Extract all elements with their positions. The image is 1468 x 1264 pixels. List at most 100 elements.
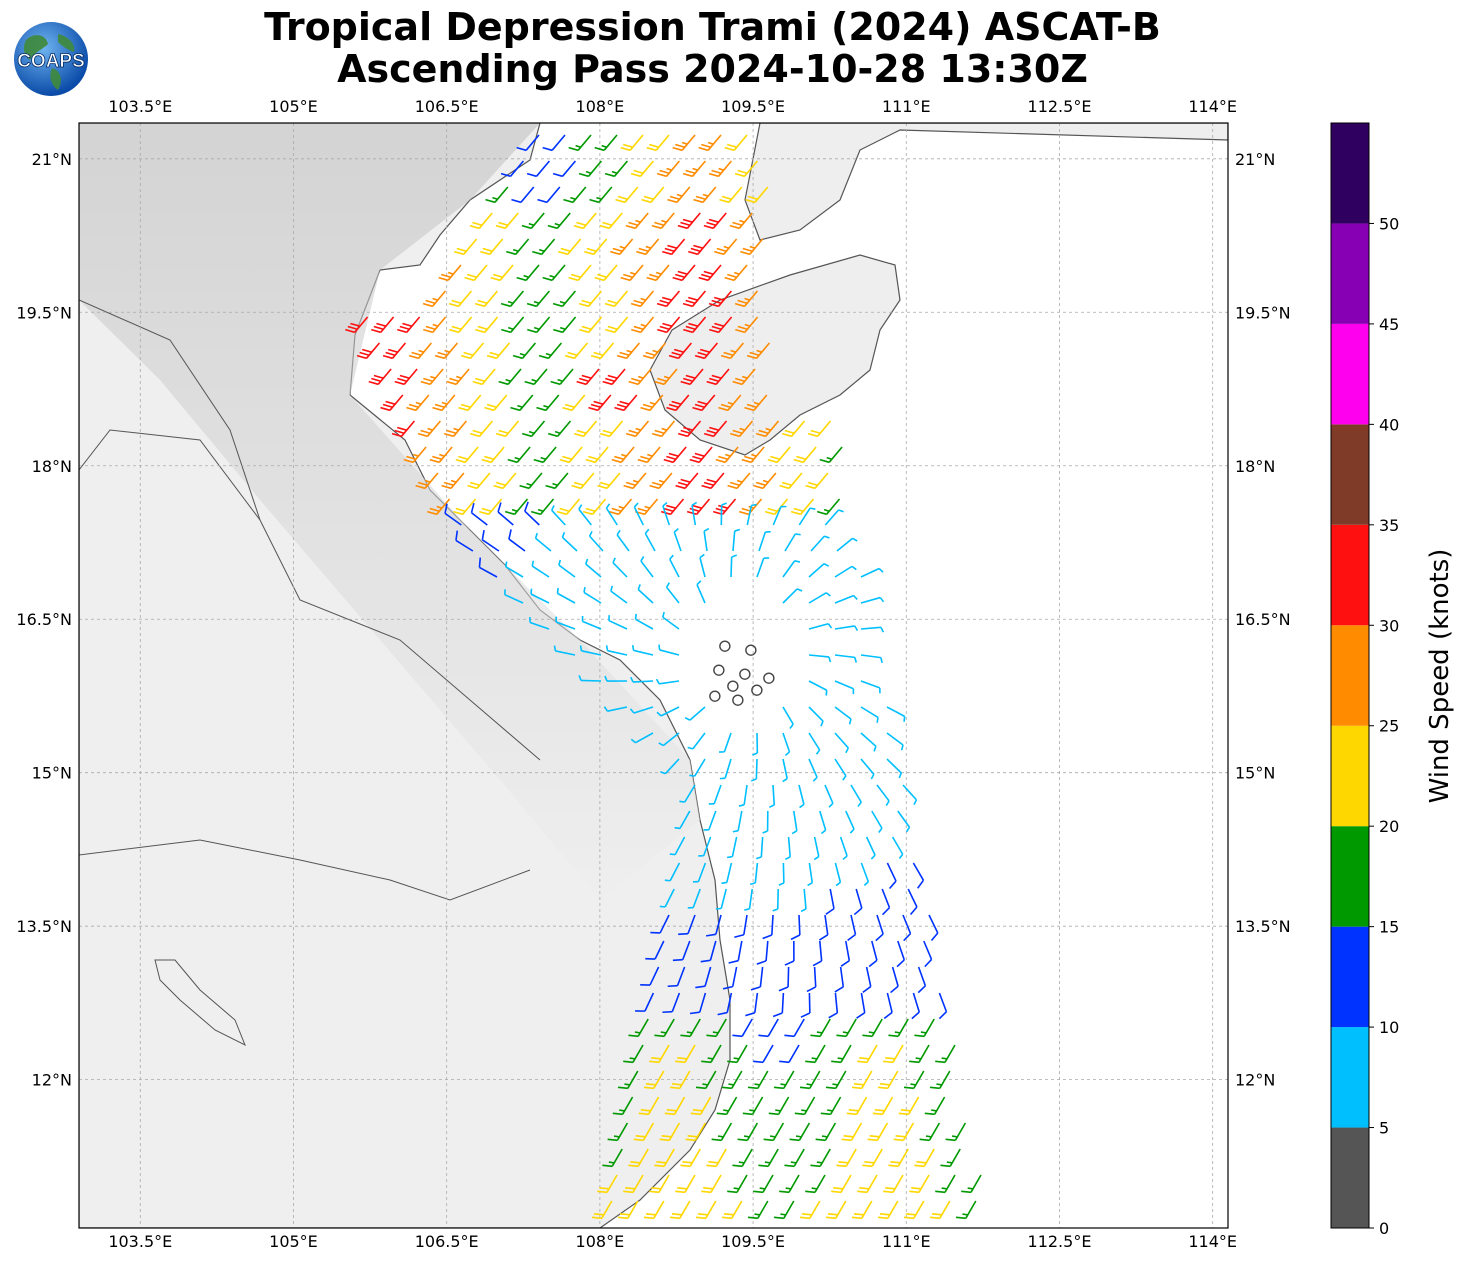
lon-tick-label-bottom: 109.5°E: [721, 1232, 785, 1251]
wind-barb: [578, 290, 603, 308]
wind-barb: [747, 1070, 769, 1090]
wind-barb: [623, 1174, 644, 1194]
wind-barb: [851, 1200, 873, 1220]
wind-barb: [703, 527, 710, 552]
wind-barb: [924, 1096, 946, 1116]
wind-barb: [415, 472, 439, 490]
wind-barb: [715, 888, 727, 910]
wind-barb: [961, 1174, 982, 1194]
wind-barb: [897, 810, 911, 833]
lon-tick-label-top: 103.5°E: [108, 97, 172, 116]
colorbar-tick-label: 10: [1379, 1018, 1399, 1037]
wind-barb: [524, 368, 548, 386]
wind-barb: [444, 503, 462, 526]
wind-barb: [727, 1174, 748, 1194]
wind-barb: [662, 992, 681, 1014]
wind-barb: [608, 498, 633, 516]
wind-barb: [741, 446, 765, 464]
lat-tick-label-right: 18°N: [1235, 457, 1275, 476]
wind-barb: [660, 758, 680, 775]
colorbar-bin: [1331, 926, 1369, 1028]
wind-barb: [860, 596, 885, 604]
wind-barb: [480, 238, 504, 256]
wind-barb: [656, 290, 681, 308]
wind-barb: [532, 238, 556, 256]
wind-barb: [542, 264, 566, 282]
wind-barb: [453, 498, 477, 516]
wind-barb: [740, 238, 764, 256]
lat-tick-label-right: 16.5°N: [1235, 610, 1291, 629]
wind-barb: [824, 509, 844, 526]
wind-barb: [782, 560, 801, 578]
wind-barb: [594, 264, 618, 282]
wind-barb: [467, 472, 491, 490]
wind-barb: [644, 528, 656, 552]
wind-barb: [669, 1200, 691, 1220]
wind-barb: [831, 1174, 852, 1194]
wind-barb: [667, 966, 686, 988]
wind-barb: [630, 676, 654, 683]
lon-tick-label-top: 106.5°E: [415, 97, 479, 116]
lat-tick-label-right: 21°N: [1235, 150, 1275, 169]
wind-barb: [929, 1200, 951, 1220]
wind-barb: [875, 914, 884, 942]
lat-tick-label-right: 19.5°N: [1235, 303, 1291, 322]
wind-barb: [753, 472, 777, 490]
wind-barb: [672, 264, 696, 282]
wind-barb: [573, 420, 598, 438]
wind-barb: [673, 527, 682, 552]
wind-barb: [585, 558, 602, 578]
wind-barb: [658, 644, 680, 656]
wind-barb: [690, 1096, 712, 1116]
wind-barb: [784, 533, 801, 552]
wind-barb: [589, 186, 613, 204]
wind-barb: [789, 1122, 811, 1142]
wind-barb: [751, 758, 758, 782]
wind-barb: [699, 553, 706, 578]
wind-barb: [902, 784, 918, 806]
colorbar-bin: [1331, 1127, 1369, 1228]
wind-barb: [637, 446, 661, 464]
wind-barb: [641, 186, 665, 204]
calm-wind-circle: [727, 680, 739, 692]
wind-barb: [604, 160, 629, 178]
wind-barb: [782, 732, 791, 757]
wind-barb: [675, 1174, 696, 1194]
wind-barb: [643, 1070, 665, 1090]
wind-barb: [579, 316, 603, 334]
wind-barb: [928, 914, 939, 942]
wind-barb: [778, 966, 790, 992]
wind-barb: [588, 530, 604, 552]
wind-barb: [547, 212, 571, 230]
wind-barb: [519, 472, 543, 490]
wind-barb: [500, 290, 525, 308]
wind-barb: [371, 316, 395, 334]
wind-barb: [831, 1044, 852, 1064]
wind-barb: [631, 316, 655, 334]
colorbar-tick-label: 45: [1379, 315, 1399, 334]
wind-barb: [779, 1174, 800, 1194]
wind-barb: [815, 1122, 837, 1142]
wind-barb: [696, 580, 706, 604]
wind-barb: [805, 1174, 826, 1194]
wind-barb: [479, 498, 503, 516]
wind-barb: [582, 498, 607, 516]
wind-barb: [511, 186, 535, 204]
wind-barb: [732, 1148, 753, 1168]
wind-barb: [675, 1044, 696, 1064]
wind-barb: [584, 238, 608, 256]
wind-barb: [806, 966, 817, 993]
wind-barb: [408, 342, 433, 360]
border-line: [79, 299, 541, 761]
wind-barb: [896, 940, 906, 968]
wind-barb: [691, 501, 698, 526]
wind-barb: [617, 1200, 639, 1220]
wind-barb: [562, 394, 586, 412]
wind-barb: [368, 368, 392, 386]
wind-barb: [686, 498, 711, 516]
lon-tick-label-bottom: 108°E: [576, 1232, 625, 1251]
wind-barb: [422, 290, 447, 308]
wind-barb: [501, 316, 525, 334]
colorbar-tick-label: 40: [1379, 415, 1399, 434]
tonle-sap-lake: [154, 959, 246, 1047]
